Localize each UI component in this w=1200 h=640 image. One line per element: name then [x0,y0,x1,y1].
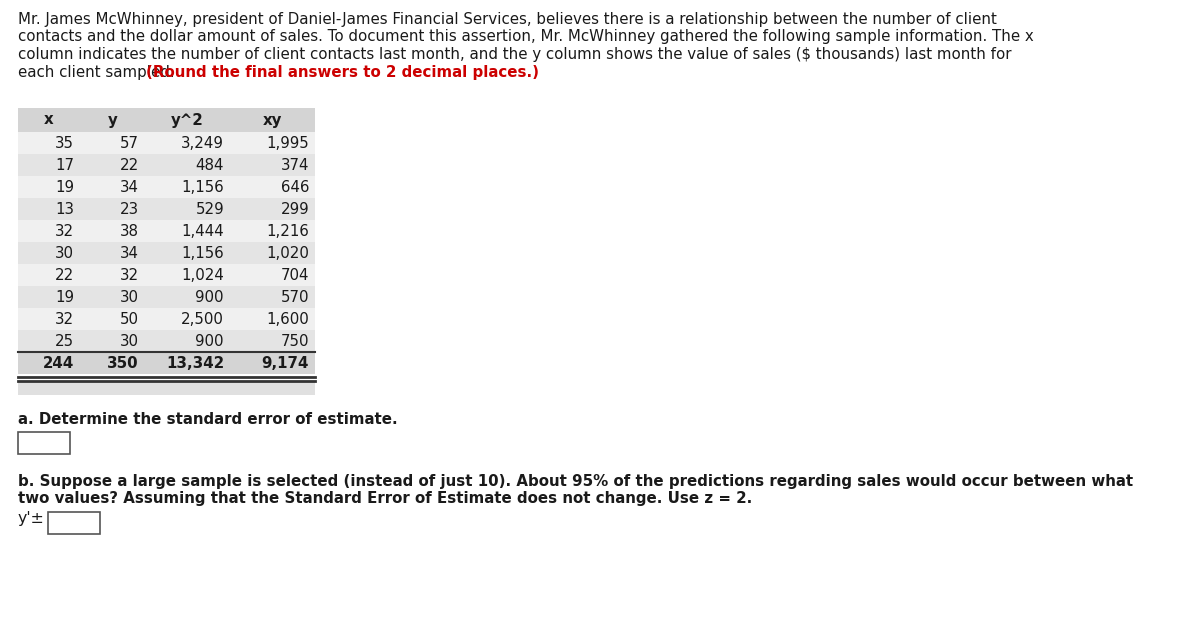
Bar [18,264,314,286]
Text: 13,342: 13,342 [166,355,224,371]
Bar [18,198,314,220]
Bar [18,132,314,154]
Text: 484: 484 [196,157,224,173]
Text: 1,216: 1,216 [266,223,310,239]
Bar [18,220,314,242]
Text: a. Determine the standard error of estimate.: a. Determine the standard error of estim… [18,412,397,427]
Text: 30: 30 [55,246,74,260]
Text: 1,020: 1,020 [266,246,310,260]
Text: 1,156: 1,156 [181,179,224,195]
Bar [18,108,314,132]
Text: 23: 23 [120,202,139,216]
Text: 529: 529 [196,202,224,216]
Bar [18,352,314,374]
Text: 299: 299 [281,202,310,216]
Text: 900: 900 [196,289,224,305]
Text: 34: 34 [120,246,139,260]
Text: two values? Assuming that the Standard Error of Estimate does not change. Use z : two values? Assuming that the Standard E… [18,492,752,506]
Text: 19: 19 [55,179,74,195]
Text: 9,174: 9,174 [262,355,310,371]
Bar [18,286,314,308]
FancyBboxPatch shape [48,511,100,534]
Text: 1,600: 1,600 [266,312,310,326]
Bar [18,242,314,264]
Text: 244: 244 [43,355,74,371]
Text: 13: 13 [55,202,74,216]
Text: 750: 750 [281,333,310,349]
Text: 38: 38 [120,223,139,239]
Text: 1,024: 1,024 [181,268,224,282]
Text: 57: 57 [120,136,139,150]
Text: 22: 22 [120,157,139,173]
Text: 1,995: 1,995 [266,136,310,150]
Text: 704: 704 [281,268,310,282]
Bar [18,330,314,352]
Text: 22: 22 [55,268,74,282]
Text: 570: 570 [281,289,310,305]
Text: y'±: y'± [18,511,44,527]
Text: each client sampled.: each client sampled. [18,65,179,79]
Text: 50: 50 [120,312,139,326]
Text: 374: 374 [281,157,310,173]
Text: column indicates the number of client contacts last month, and the y column show: column indicates the number of client co… [18,47,1012,62]
Text: 1,444: 1,444 [181,223,224,239]
Text: 900: 900 [196,333,224,349]
Bar [18,154,314,176]
Text: 2,500: 2,500 [181,312,224,326]
Text: 17: 17 [55,157,74,173]
Text: 3,249: 3,249 [181,136,224,150]
Text: b. Suppose a large sample is selected (instead of just 10). About 95% of the pre: b. Suppose a large sample is selected (i… [18,474,1133,489]
Text: 646: 646 [281,179,310,195]
Text: y^2: y^2 [172,113,204,127]
Text: xy: xy [263,113,282,127]
Text: 32: 32 [55,312,74,326]
Text: 25: 25 [55,333,74,349]
Bar [18,308,314,330]
Text: y: y [108,113,118,127]
Bar [18,381,314,395]
Text: 34: 34 [120,179,139,195]
Text: (Round the final answers to 2 decimal places.): (Round the final answers to 2 decimal pl… [145,65,539,79]
Text: Mr. James McWhinney, president of Daniel-James Financial Services, believes ther: Mr. James McWhinney, president of Daniel… [18,12,997,27]
FancyBboxPatch shape [18,432,70,454]
Text: 35: 35 [55,136,74,150]
Text: 32: 32 [55,223,74,239]
Text: 32: 32 [120,268,139,282]
Text: 1,156: 1,156 [181,246,224,260]
Text: 30: 30 [120,333,139,349]
Text: 30: 30 [120,289,139,305]
Bar [18,176,314,198]
Text: contacts and the dollar amount of sales. To document this assertion, Mr. McWhinn: contacts and the dollar amount of sales.… [18,29,1033,45]
Text: x: x [44,113,54,127]
Text: 350: 350 [107,355,139,371]
Text: 19: 19 [55,289,74,305]
